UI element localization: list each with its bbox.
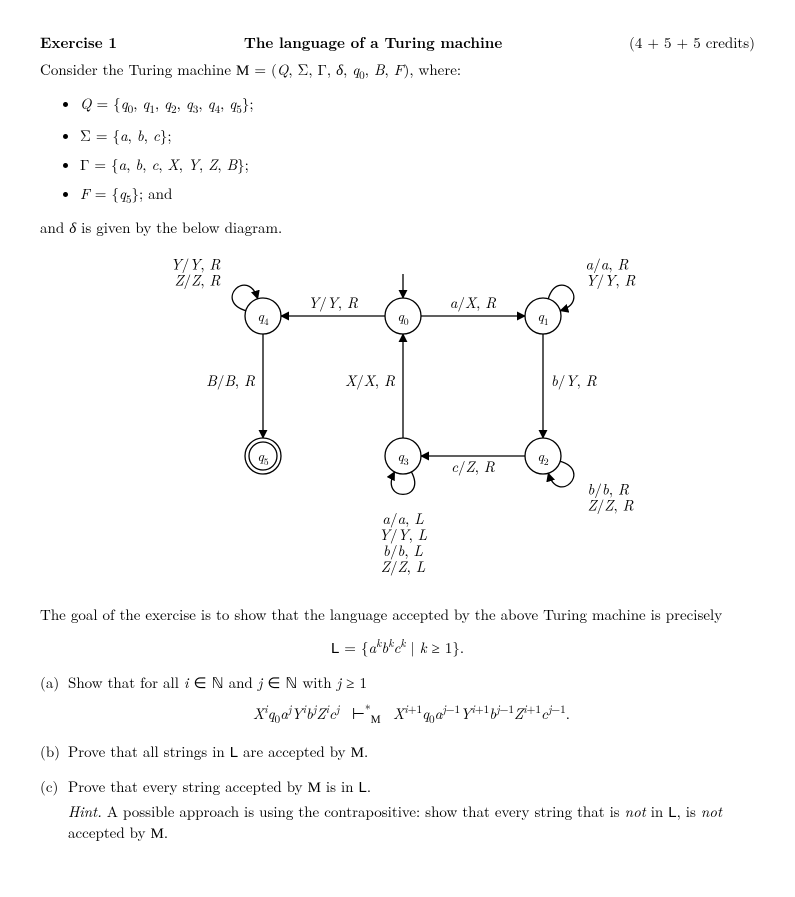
part-c: (c) Prove that every string accepted by … <box>40 776 755 843</box>
title-row: Exercise 1 The language of a Turing mach… <box>40 32 755 53</box>
exercise-page: Exercise 1 The language of a Turing mach… <box>0 0 795 897</box>
credits: (4 + 5 + 5 credits) <box>629 32 755 53</box>
part-a-equation: Xiq0ajYibjZicj ⊢*M Xi+1q0aj−1Yi+1bj−1Zi+… <box>68 701 755 727</box>
svg-text:c/Z, R: c/Z, R <box>451 456 495 477</box>
part-b-label: (b) <box>40 741 68 762</box>
svg-text:Y/Y, R: Y/Y, R <box>585 269 635 290</box>
svg-text:Z/Z, R: Z/Z, R <box>174 269 220 290</box>
def-F: F = {q5}; and <box>80 183 755 207</box>
delta-line: and δ is given by the below diagram. <box>40 217 755 238</box>
transition-diagram: q0q1q2q3q4q5 a/X, Rb/Y, Rc/Z, RX/X, RY/Y… <box>138 256 658 596</box>
parts-list: (a) Show that for all i ∈ ℕ and j ∈ ℕ wi… <box>40 672 755 843</box>
part-b-text: Prove that all strings in L are accepted… <box>68 741 755 762</box>
part-a: (a) Show that for all i ∈ ℕ and j ∈ ℕ wi… <box>40 672 755 727</box>
def-Sigma: Σ = {a, b, c}; <box>80 125 755 146</box>
svg-text:Y/Y, R: Y/Y, R <box>308 292 358 313</box>
intro-line: Consider the Turing machine M = (Q, Σ, Γ… <box>40 59 755 83</box>
part-c-hint: Hint. A possible approach is using the c… <box>68 801 755 843</box>
svg-text:b/Y, R: b/Y, R <box>551 370 597 391</box>
def-Gamma: Γ = {a, b, c, X, Y, Z, B}; <box>80 154 755 175</box>
def-Q: Q = {q0, q1, q2, q3, q4, q5}; <box>80 93 755 117</box>
exercise-label: Exercise 1 <box>40 32 117 53</box>
svg-text:X/X, R: X/X, R <box>345 370 395 391</box>
language-def: L = {akbkck | k ≥ 1}. <box>40 635 755 658</box>
part-b: (b) Prove that all strings in L are acce… <box>40 741 755 762</box>
svg-text:Z/Z, R: Z/Z, R <box>587 495 633 516</box>
part-a-text: Show that for all i ∈ ℕ and j ∈ ℕ with j… <box>68 672 367 693</box>
exercise-title: The language of a Turing machine <box>244 32 502 53</box>
part-c-text: Prove that every string accepted by M is… <box>68 776 371 797</box>
hint-label: Hint. <box>68 801 102 822</box>
svg-text:a/X, R: a/X, R <box>449 292 496 313</box>
part-c-label: (c) <box>40 776 68 843</box>
part-a-label: (a) <box>40 672 68 727</box>
goal-text: The goal of the exercise is to show that… <box>40 604 755 625</box>
definition-list: Q = {q0, q1, q2, q3, q4, q5}; Σ = {a, b,… <box>80 93 755 207</box>
svg-text:B/B, R: B/B, R <box>206 370 255 391</box>
svg-text:Z/Z, L: Z/Z, L <box>380 556 425 577</box>
